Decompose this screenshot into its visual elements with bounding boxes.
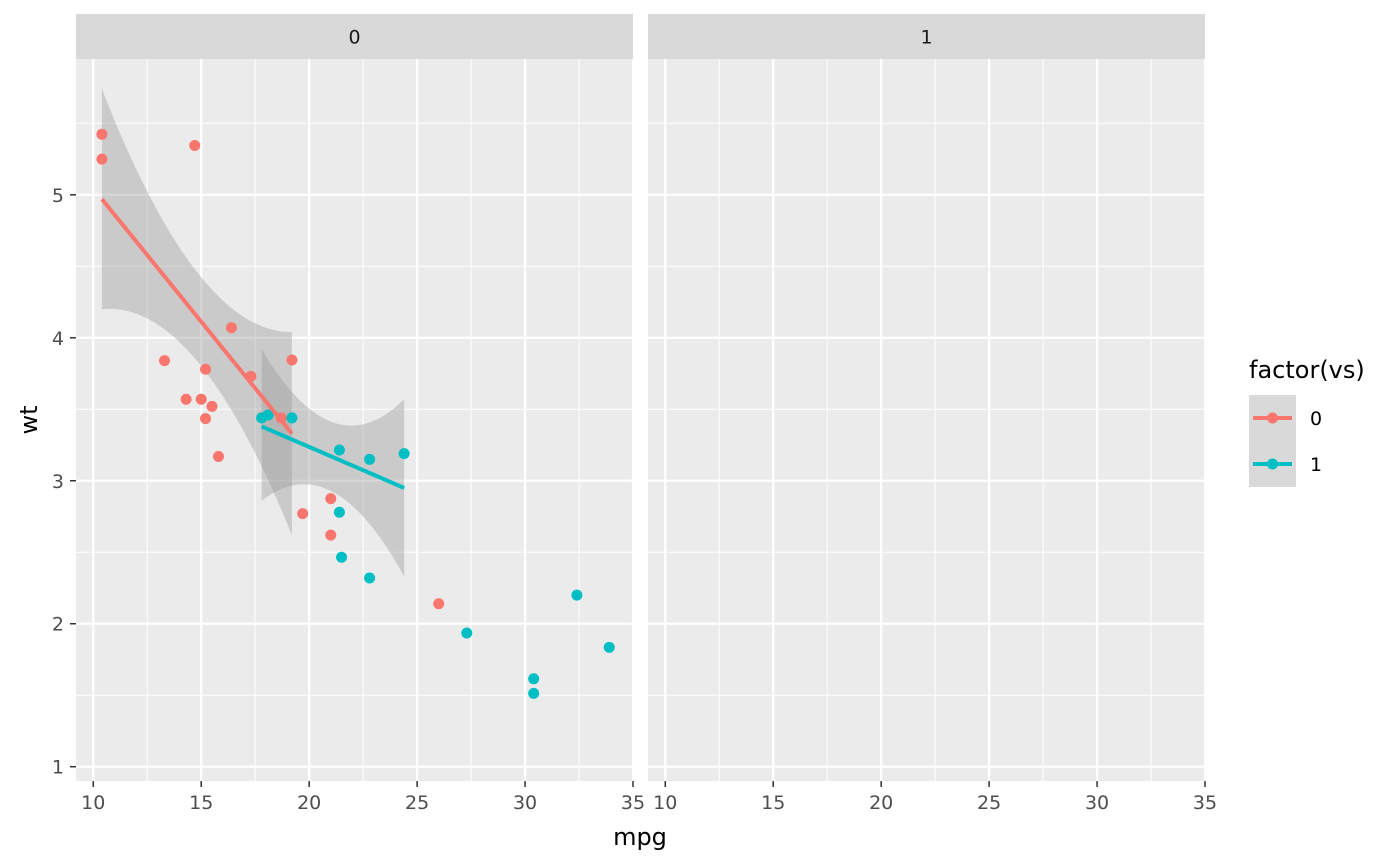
legend-label: 0 [1310, 408, 1322, 430]
y-tick-label: 2 [52, 614, 64, 636]
panel-background [648, 59, 1205, 781]
data-point-vs-0 [180, 393, 192, 405]
legend-title: factor(vs) [1249, 356, 1365, 384]
x-tick-label: 20 [297, 792, 321, 814]
y-tick-label: 3 [52, 471, 64, 493]
facet-strip-label: 0 [348, 27, 360, 49]
x-tick-label: 25 [405, 792, 429, 814]
data-point-vs-1 [333, 506, 345, 518]
x-tick-label: 10 [653, 792, 677, 814]
x-tick-label: 15 [761, 792, 785, 814]
data-point-vs-0 [286, 354, 298, 366]
data-point-vs-0 [96, 153, 108, 165]
y-tick-label: 4 [52, 328, 64, 350]
data-point-vs-1 [603, 641, 615, 653]
data-point-vs-0 [200, 413, 212, 425]
x-tick-label: 30 [1085, 792, 1109, 814]
regression-line-1 [260, 424, 405, 490]
facet-panel-0: 0 [76, 14, 635, 781]
data-point-vs-1 [333, 444, 345, 456]
legend-entry-1: 1 [1249, 441, 1322, 487]
data-point-vs-0 [96, 128, 108, 140]
data-point-vs-0 [325, 529, 337, 541]
legend: factor(vs) 0 1 [1249, 356, 1365, 487]
x-tick-label: 30 [513, 792, 537, 814]
confidence-band-1 [261, 349, 405, 577]
data-point-vs-0 [206, 400, 218, 412]
data-point-vs-0 [200, 363, 212, 375]
data-point-vs-1 [364, 572, 376, 584]
y-axis-title: wt [15, 405, 43, 434]
panel-background [76, 59, 633, 781]
x-tick-label: 35 [621, 792, 645, 814]
facet-strip [76, 14, 633, 59]
x-tick-label: 25 [977, 792, 1001, 814]
x-tick-label: 20 [869, 792, 893, 814]
legend-key-point [1267, 412, 1278, 424]
data-point-vs-0 [189, 139, 201, 151]
data-point-vs-0 [159, 355, 171, 367]
data-point-vs-1 [336, 551, 348, 563]
data-point-vs-1 [256, 412, 268, 424]
data-point-vs-0 [325, 493, 337, 505]
data-point-vs-0 [433, 598, 445, 610]
data-point-vs-0 [225, 322, 237, 334]
data-point-vs-1 [398, 448, 410, 460]
legend-entry-0: 0 [1249, 395, 1322, 441]
data-point-vs-0 [297, 508, 309, 520]
data-point-vs-1 [528, 673, 540, 685]
legend-label: 1 [1310, 454, 1322, 476]
data-point-vs-1 [461, 627, 473, 639]
x-axis-panel-1: 10 15 20 25 30 35 [653, 781, 1217, 814]
x-tick-label: 10 [81, 792, 105, 814]
y-tick-label: 5 [52, 185, 64, 207]
facet-strip-label: 1 [920, 27, 932, 49]
data-point-vs-1 [286, 412, 298, 424]
facet-strip [648, 14, 1205, 59]
facet-panel-1: 1 [648, 14, 1207, 781]
data-point-vs-1 [364, 453, 376, 465]
confidence-band-0 [101, 89, 292, 536]
x-axis-title: mpg [613, 823, 667, 851]
legend-key-point [1267, 458, 1278, 470]
x-tick-label: 35 [1193, 792, 1217, 814]
data-point-vs-0 [195, 393, 207, 405]
data-point-vs-0 [212, 450, 224, 462]
x-axis-panel-0: 10 15 20 25 30 35 [81, 781, 645, 814]
data-point-vs-1 [571, 589, 583, 601]
data-point-vs-1 [528, 687, 540, 699]
y-tick-label: 1 [52, 757, 64, 779]
regression-line-0 [100, 197, 294, 435]
x-tick-label: 15 [189, 792, 213, 814]
